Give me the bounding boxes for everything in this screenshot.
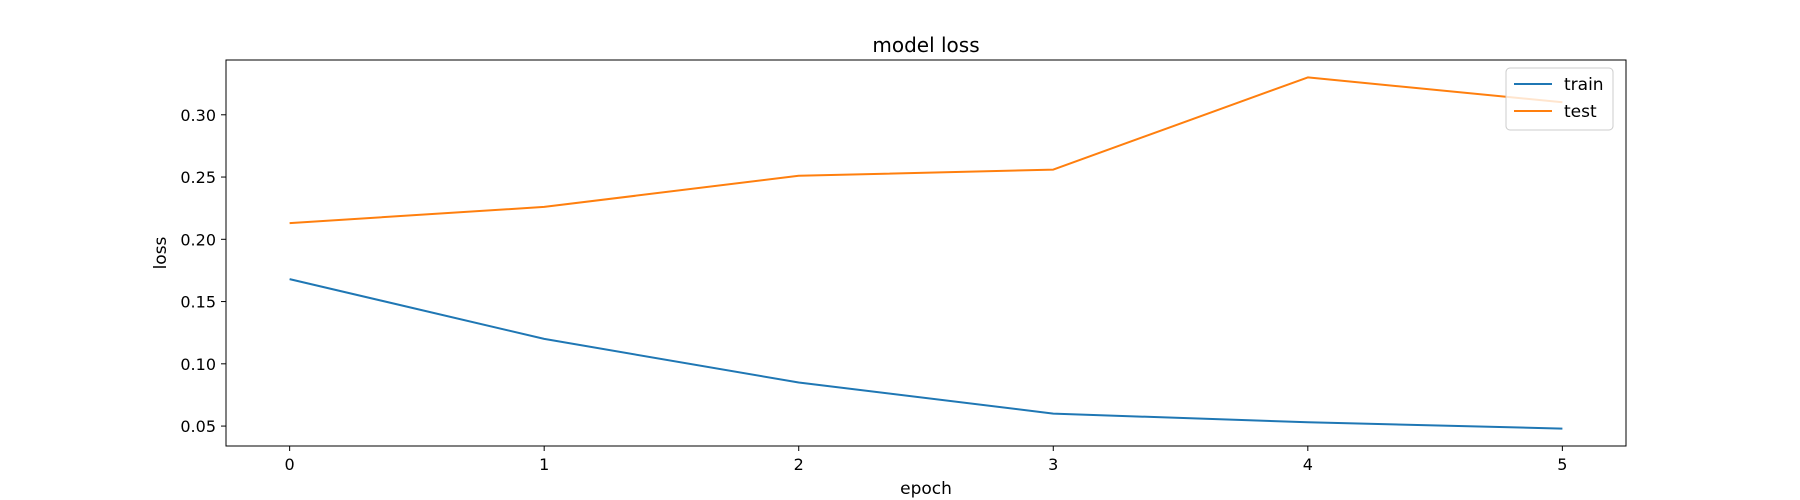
x-axis-label: epoch xyxy=(900,479,952,499)
y-tick-label: 0.25 xyxy=(180,168,216,187)
y-tick-label: 0.30 xyxy=(180,106,216,125)
series-line-train xyxy=(289,278,1563,430)
legend: train test xyxy=(1505,67,1614,131)
y-tick-label: 0.10 xyxy=(180,355,216,374)
x-tick-label: 0 xyxy=(285,455,295,474)
y-axis: 0.05 0.10 0.15 0.20 0.25 0.30 xyxy=(180,106,226,436)
y-tick-label: 0.15 xyxy=(180,293,216,312)
x-tick-label: 2 xyxy=(794,455,804,474)
x-tick-label: 1 xyxy=(539,455,549,474)
chart-title: model loss xyxy=(872,33,979,57)
legend-label-test: test xyxy=(1564,102,1597,122)
y-tick-label: 0.20 xyxy=(180,230,216,249)
x-tick-label: 4 xyxy=(1303,455,1313,474)
y-axis-label: loss xyxy=(151,236,171,269)
series-layer xyxy=(289,76,1563,430)
x-tick-label: 3 xyxy=(1048,455,1058,474)
y-tick-label: 0.05 xyxy=(180,417,216,436)
legend-label-train: train xyxy=(1564,75,1604,95)
x-tick-label: 5 xyxy=(1557,455,1567,474)
series-line-test xyxy=(289,76,1563,225)
plot-area-frame xyxy=(225,59,1627,447)
x-axis: 0 1 2 3 4 5 xyxy=(285,446,1567,474)
